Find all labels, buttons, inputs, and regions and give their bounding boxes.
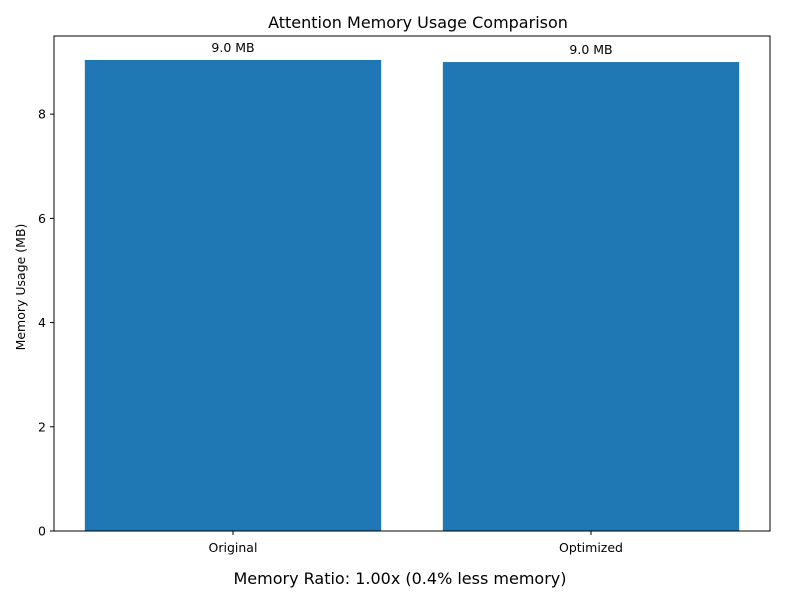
x-tick-label: Optimized <box>559 540 623 555</box>
y-tick-label: 6 <box>38 211 46 226</box>
x-axis-ticks: Original Optimized <box>209 531 623 555</box>
bar-optimized <box>442 62 740 531</box>
y-tick-label: 0 <box>38 524 46 539</box>
bar-value-labels: 9.0 MB 9.0 MB <box>211 40 612 57</box>
y-tick-label: 4 <box>38 315 46 330</box>
y-tick-label: 2 <box>38 419 46 434</box>
plot-area-frame <box>53 35 771 532</box>
y-axis-ticks: 0 2 4 6 8 <box>38 107 54 539</box>
bar-value-label: 9.0 MB <box>569 42 612 57</box>
bars <box>84 59 740 532</box>
chart-title: Attention Memory Usage Comparison <box>268 13 568 32</box>
memory-ratio-footer: Memory Ratio: 1.00x (0.4% less memory) <box>233 569 566 588</box>
bar-original <box>84 59 382 532</box>
y-tick-label: 8 <box>38 107 46 122</box>
x-tick-label: Original <box>209 540 258 555</box>
y-axis-label: Memory Usage (MB) <box>13 224 28 351</box>
bar-value-label: 9.0 MB <box>211 40 254 55</box>
